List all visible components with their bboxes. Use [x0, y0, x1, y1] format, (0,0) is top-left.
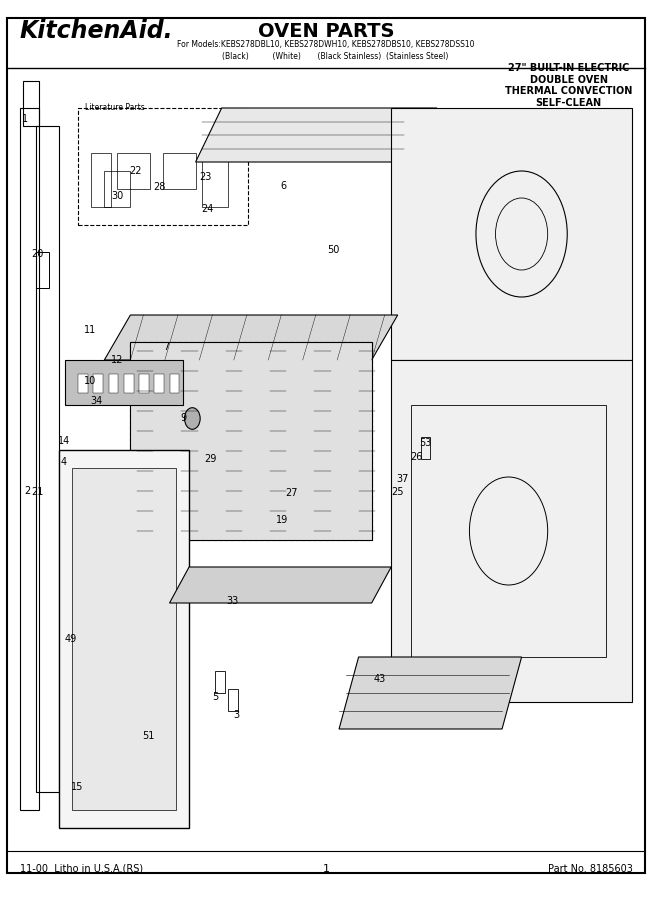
Text: 53: 53: [419, 437, 431, 448]
Text: 1: 1: [22, 113, 28, 124]
Polygon shape: [339, 657, 522, 729]
Polygon shape: [391, 108, 632, 360]
Text: 24: 24: [201, 203, 213, 214]
Text: 7: 7: [163, 341, 170, 352]
Bar: [215, 670, 225, 693]
Bar: [170, 374, 179, 393]
Text: 14: 14: [58, 436, 70, 446]
Bar: [78, 108, 248, 225]
Text: 1: 1: [323, 863, 329, 874]
Text: 27" BUILT-IN ELECTRIC
DOUBLE OVEN
THERMAL CONVECTION
SELF-CLEAN: 27" BUILT-IN ELECTRIC DOUBLE OVEN THERMA…: [505, 63, 632, 108]
Text: 21: 21: [32, 487, 44, 498]
Text: 34: 34: [91, 396, 102, 407]
Bar: [155, 374, 164, 393]
Bar: [163, 153, 196, 189]
Bar: [93, 374, 103, 393]
Text: 51: 51: [143, 731, 155, 742]
Text: 6: 6: [280, 181, 287, 192]
Text: OVEN PARTS: OVEN PARTS: [258, 22, 394, 41]
Polygon shape: [130, 342, 372, 540]
Bar: [78, 374, 88, 393]
Bar: [36, 252, 49, 288]
Circle shape: [185, 408, 200, 429]
Text: (Black)          (White)       (Black Stainless)  (Stainless Steel): (Black) (White) (Black Stainless) (Stain…: [203, 52, 449, 61]
Text: 25: 25: [391, 487, 404, 498]
Polygon shape: [104, 315, 398, 360]
Text: 43: 43: [374, 674, 385, 685]
Bar: [72, 468, 176, 810]
Text: 20: 20: [32, 248, 44, 259]
Bar: [65, 360, 183, 405]
Text: 9: 9: [181, 412, 187, 423]
Text: 50: 50: [328, 245, 340, 256]
Polygon shape: [59, 450, 189, 828]
Text: 11: 11: [84, 325, 96, 336]
Text: 37: 37: [397, 473, 409, 484]
Text: 2: 2: [24, 485, 31, 496]
Text: 10: 10: [84, 375, 96, 386]
Bar: [91, 153, 111, 207]
Bar: [411, 405, 606, 657]
Bar: [228, 688, 238, 711]
Text: KitchenAid.: KitchenAid.: [20, 20, 173, 43]
Text: 19: 19: [276, 515, 288, 526]
Text: 26: 26: [410, 452, 422, 463]
Text: 3: 3: [233, 710, 239, 721]
Bar: [104, 171, 130, 207]
Bar: [202, 153, 228, 207]
Text: Literature Parts: Literature Parts: [85, 104, 145, 112]
Text: Part No. 8185603: Part No. 8185603: [548, 863, 632, 874]
Polygon shape: [391, 360, 632, 702]
Text: 33: 33: [227, 596, 239, 607]
Text: 12: 12: [111, 355, 123, 365]
Text: 11-00  Litho in U.S.A.(RS): 11-00 Litho in U.S.A.(RS): [20, 863, 143, 874]
Polygon shape: [196, 108, 437, 162]
Text: 27: 27: [285, 488, 298, 499]
Text: 30: 30: [111, 191, 123, 202]
Polygon shape: [170, 567, 391, 603]
Bar: [130, 342, 372, 540]
Bar: [109, 374, 119, 393]
Text: 49: 49: [65, 634, 76, 644]
Text: 4: 4: [61, 456, 67, 467]
Bar: [139, 374, 149, 393]
Bar: [23, 81, 39, 126]
Text: 22: 22: [129, 166, 142, 176]
Bar: [117, 153, 150, 189]
Bar: [421, 436, 430, 459]
Text: 28: 28: [153, 182, 165, 193]
Text: 29: 29: [204, 454, 216, 464]
Bar: [124, 374, 134, 393]
Text: 23: 23: [200, 172, 211, 183]
Text: 5: 5: [212, 691, 218, 702]
Text: For Models:KEBS278DBL10, KEBS278DWH10, KEBS278DBS10, KEBS278DSS10: For Models:KEBS278DBL10, KEBS278DWH10, K…: [177, 40, 475, 50]
Text: 15: 15: [71, 782, 83, 793]
